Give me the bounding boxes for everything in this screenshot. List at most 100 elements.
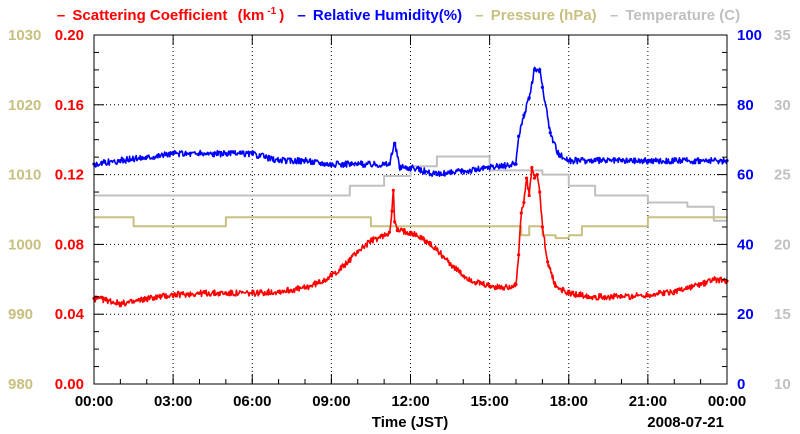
series-scattering-coefficient-point bbox=[118, 302, 122, 306]
date-label: 2008-07-21 bbox=[647, 414, 724, 431]
temperature-axis-tick-label: 15 bbox=[774, 306, 791, 323]
series-scattering-coefficient-point bbox=[501, 286, 505, 290]
humidity-axis-tick-label: 20 bbox=[737, 306, 754, 323]
series-scattering-coefficient-point bbox=[580, 293, 584, 297]
series-scattering-coefficient-point bbox=[535, 173, 539, 177]
series-scattering-coefficient-point bbox=[277, 289, 281, 294]
series-scattering-coefficient-point bbox=[514, 282, 518, 287]
legend-scattering: – Scattering Coefficient (km -1) bbox=[56, 6, 285, 24]
series-scattering-coefficient-point bbox=[395, 228, 399, 233]
series-relative-humidity-point bbox=[646, 159, 650, 163]
series-relative-humidity-point bbox=[699, 159, 703, 163]
temperature-axis-tick-label: 35 bbox=[774, 27, 791, 44]
x-tick-label: 06:00 bbox=[233, 393, 271, 410]
series-scattering-coefficient-point bbox=[538, 190, 542, 194]
humidity-axis-tick-label: 100 bbox=[737, 27, 762, 44]
series-relative-humidity-point bbox=[171, 152, 175, 156]
series-scattering-coefficient-point bbox=[342, 263, 347, 267]
series-relative-humidity-point bbox=[356, 162, 360, 166]
series-relative-humidity-point bbox=[382, 162, 386, 166]
series-relative-humidity-point bbox=[540, 85, 544, 89]
series-scattering-coefficient-point bbox=[171, 293, 175, 297]
series-scattering-coefficient-point bbox=[619, 295, 624, 299]
series-scattering-coefficient-point bbox=[517, 253, 521, 257]
temperature-axis-tick-label: 20 bbox=[774, 236, 791, 253]
series-scattering-coefficient-point bbox=[105, 298, 109, 302]
series-relative-humidity-point bbox=[393, 141, 397, 145]
scattering-axis-tick-label: 0.16 bbox=[55, 97, 84, 114]
x-tick-label: 12:00 bbox=[391, 393, 429, 410]
humidity-axis-tick-label: 80 bbox=[737, 97, 754, 114]
series-relative-humidity-point bbox=[435, 173, 439, 177]
series-scattering-coefficient-point bbox=[540, 225, 544, 229]
series-scattering-coefficient-point bbox=[699, 282, 703, 287]
series-scattering-coefficient-point bbox=[567, 291, 571, 295]
scattering-axis-tick-label: 0.04 bbox=[55, 306, 85, 323]
x-tick-label: 00:00 bbox=[708, 393, 746, 410]
series-scattering-coefficient-point bbox=[393, 220, 397, 224]
series-scattering-coefficient-point bbox=[356, 249, 360, 253]
series-scattering-coefficient-point bbox=[461, 274, 465, 278]
series-relative-humidity-point bbox=[408, 166, 413, 170]
series-relative-humidity-point bbox=[567, 159, 571, 163]
series-relative-humidity-point bbox=[250, 152, 254, 156]
series-relative-humidity-point bbox=[672, 159, 676, 163]
series-relative-humidity-point bbox=[118, 159, 122, 163]
series-relative-humidity-point bbox=[303, 159, 307, 163]
pressure-axis-tick-label: 980 bbox=[8, 376, 33, 393]
legend-humidity: – Relative Humidity(%) bbox=[297, 7, 463, 24]
scattering-axis-tick-label: 0.00 bbox=[55, 376, 84, 393]
series-scattering-coefficient-point bbox=[522, 200, 526, 205]
series-scattering-coefficient-point bbox=[369, 239, 373, 243]
pressure-axis-tick-label: 1010 bbox=[8, 167, 41, 184]
series-relative-humidity-point bbox=[522, 113, 526, 117]
pressure-axis-tick-label: 1030 bbox=[8, 27, 41, 44]
scattering-axis-tick-label: 0.08 bbox=[55, 236, 84, 253]
chart-legend: – Scattering Coefficient (km -1) – Relati… bbox=[0, 6, 800, 24]
x-tick-label: 18:00 bbox=[550, 393, 588, 410]
series-relative-humidity-point bbox=[593, 159, 597, 163]
series-scattering-coefficient-point bbox=[519, 211, 523, 215]
x-tick-label: 03:00 bbox=[154, 393, 192, 410]
series-relative-humidity-point bbox=[527, 96, 531, 100]
series-relative-humidity-point bbox=[277, 159, 281, 163]
temperature-axis-tick-label: 30 bbox=[774, 97, 791, 114]
series-relative-humidity-point bbox=[461, 169, 465, 173]
series-scattering-coefficient-point bbox=[329, 274, 333, 278]
pressure-axis-tick-label: 990 bbox=[8, 306, 33, 323]
x-tick-label: 15:00 bbox=[470, 393, 508, 410]
humidity-axis-tick-label: 0 bbox=[737, 376, 745, 393]
series-scattering-coefficient-point bbox=[224, 291, 228, 295]
series-scattering-coefficient-point bbox=[712, 277, 716, 281]
series-relative-humidity-point bbox=[532, 68, 537, 72]
series-relative-humidity-point bbox=[329, 162, 333, 166]
series-scattering-coefficient-point bbox=[530, 166, 534, 170]
series-scattering-coefficient-point bbox=[303, 286, 307, 290]
series-relative-humidity-point bbox=[387, 162, 391, 166]
series-relative-humidity-point bbox=[263, 155, 268, 159]
temperature-axis-tick-label: 10 bbox=[774, 376, 791, 393]
series-relative-humidity-point bbox=[517, 134, 521, 138]
series-relative-humidity-point bbox=[145, 155, 149, 159]
humidity-axis-tick-label: 60 bbox=[737, 167, 754, 184]
series-relative-humidity-point bbox=[488, 166, 492, 170]
series-scattering-coefficient-point bbox=[390, 209, 394, 213]
x-axis-label: Time (JST) bbox=[372, 414, 448, 431]
series-scattering-coefficient-point bbox=[553, 284, 558, 288]
legend-temperature: – Temperature (C) bbox=[609, 7, 741, 24]
series-scattering-coefficient-point bbox=[672, 289, 676, 294]
scattering-axis-tick-label: 0.20 bbox=[55, 27, 84, 44]
series-layer bbox=[92, 66, 729, 308]
series-scattering-coefficient-point bbox=[408, 230, 413, 234]
x-tick-label: 09:00 bbox=[312, 393, 350, 410]
series-relative-humidity-point bbox=[556, 152, 560, 156]
series-scattering-coefficient-point bbox=[131, 300, 136, 304]
series-scattering-coefficient-point bbox=[250, 291, 254, 295]
scattering-axis-tick-label: 0.12 bbox=[55, 167, 84, 184]
series-relative-humidity-point bbox=[619, 159, 624, 163]
series-scattering-coefficient-point bbox=[145, 296, 149, 301]
series-scattering-coefficient-point bbox=[593, 295, 597, 299]
pressure-axis-tick-label: 1000 bbox=[8, 236, 41, 253]
series-scattering-coefficient-point bbox=[382, 234, 386, 238]
